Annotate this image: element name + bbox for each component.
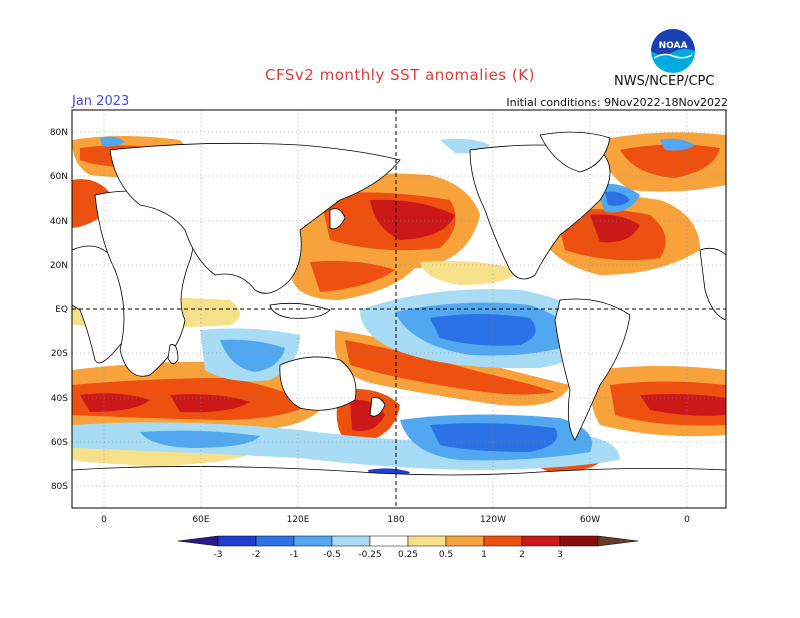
agency-label: NWS/NCEP/CPC [614,74,715,89]
colorbar-swatch [217,535,257,547]
cool-anomalies [72,136,695,482]
lat-label: 60S [51,438,68,448]
colorbar-swatch [445,535,485,547]
colorbar-min-arrow [177,535,219,547]
anomaly-field [72,110,726,508]
lon-label: 180 [387,515,404,525]
lon-label: 120W [480,515,506,525]
lat-label: 80N [50,128,68,138]
warm-anomalies [72,132,726,472]
map-frame [71,109,727,509]
lat-label: 20N [50,261,68,271]
colorbar-label: 0.25 [398,550,418,560]
colorbar-swatch [521,535,561,547]
initial-conditions: Initial conditions: 9Nov2022-18Nov2022 [506,96,728,109]
map-title: CFSv2 monthly SST anomalies (K) [265,66,535,84]
lat-label: EQ [55,305,68,315]
land-japan [329,208,346,230]
colorbar-swatch [255,535,295,547]
colorbar-label: 0.5 [439,550,453,560]
colorbar-max-arrow [597,535,639,547]
land-eurasia [109,142,401,294]
land-antarctica [72,466,726,508]
lat-label: 80S [51,482,68,492]
lat-label: 20S [51,349,68,359]
colorbar-label: 2 [519,550,525,560]
forecast-month: Jan 2023 [72,94,130,109]
land-new-zealand [369,396,386,417]
colorbar-swatch [407,535,447,547]
lon-label: 60E [192,515,209,525]
colorbar-label: 1 [481,550,487,560]
lon-label: 0 [101,515,107,525]
colorbar-label: -3 [214,550,223,560]
land-australia [279,356,357,411]
land-greenland [539,131,611,173]
colorbar-label: 3 [557,550,563,560]
colorbar-swatch [559,535,599,547]
noaa-logo: NOAA [651,29,695,73]
colorbar-swatch [293,535,333,547]
lon-label: 0 [684,515,690,525]
land-madagascar [167,344,179,364]
latitude-labels: 80N 60N 40N 20N EQ 20S 40S 60S 80S [50,128,68,492]
map-gridlines [72,110,726,508]
land-south-america [554,298,631,441]
colorbar-swatch [331,535,371,547]
lat-label: 60N [50,172,68,182]
lat-label: 40S [51,394,68,404]
lon-label: 60W [580,515,600,525]
longitude-labels: 0 60E 120E 180 120W 60W 0 [101,515,690,525]
colorbar-swatch [369,535,409,547]
colorbar-label: -2 [252,550,261,560]
logo-lettering: NOAA [659,41,688,51]
colorbar-label: -0.25 [358,550,381,560]
land-africa-east-wrap [699,247,726,321]
land-masses [72,131,726,508]
colorbar-label: -1 [290,550,299,560]
colorbar-swatch [483,535,523,547]
colorbar-label: -0.5 [323,550,341,560]
lon-label: 120E [287,515,310,525]
land-indonesia [269,302,331,319]
lat-label: 40N [50,217,68,227]
colorbar: -3 -2 -1 -0.5 -0.25 0.25 0.5 1 2 3 [177,535,639,560]
